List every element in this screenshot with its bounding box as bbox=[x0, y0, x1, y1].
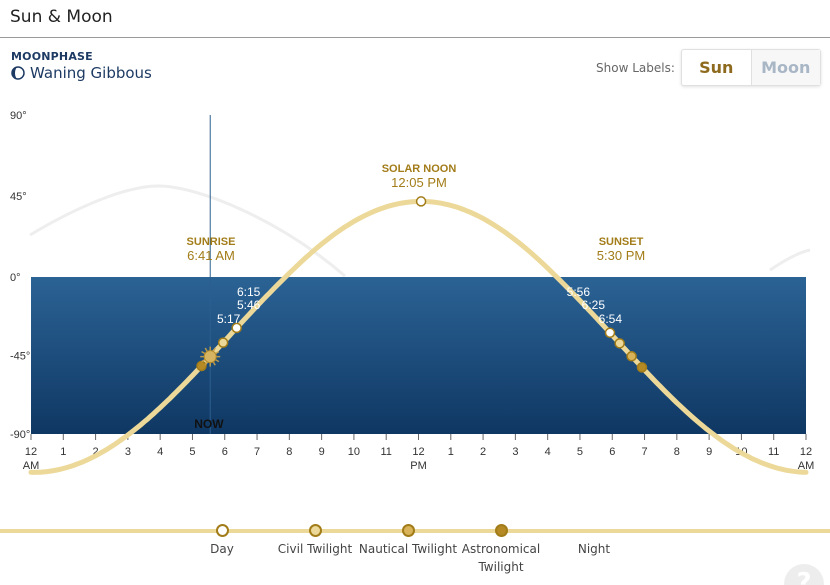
x-tick-label: 6 bbox=[222, 446, 228, 458]
morning-twilight-time: 6:15 bbox=[237, 285, 261, 299]
x-tick-label: 2 bbox=[480, 446, 486, 458]
morning-twilight-time: 5:17 bbox=[217, 312, 241, 326]
legend-label: Nautical Twilight bbox=[358, 542, 458, 556]
below-horizon-area bbox=[31, 277, 806, 434]
evening-twilight-marker bbox=[604, 327, 616, 339]
x-tick-label: 12 bbox=[25, 446, 37, 458]
x-tick-label: 2 bbox=[93, 446, 99, 458]
solar-noon-title: SOLAR NOON bbox=[382, 163, 457, 175]
legend-dot bbox=[215, 524, 229, 537]
x-tick-label: 9 bbox=[319, 446, 325, 458]
x-tick-label: 5 bbox=[577, 446, 583, 458]
moon-path-arc-right bbox=[769, 248, 811, 272]
moonphase-text: Waning Gibbous bbox=[30, 64, 152, 82]
x-tick-label: 5 bbox=[189, 446, 195, 458]
sunset-time: 5:30 PM bbox=[597, 248, 645, 263]
x-tick-label: 3 bbox=[125, 446, 131, 458]
x-tick-label: 8 bbox=[286, 446, 292, 458]
moonphase-panel: MOONPHASE Waning Gibbous bbox=[11, 50, 152, 82]
x-tick-label: 11 bbox=[768, 446, 779, 458]
morning-twilight-marker bbox=[196, 360, 207, 372]
x-tick-label: 9 bbox=[706, 446, 712, 458]
moonphase-label: MOONPHASE bbox=[11, 50, 93, 63]
morning-twilight-time: 5:46 bbox=[237, 298, 261, 312]
legend-label: Night bbox=[577, 542, 611, 556]
label-toggle: Sun Moon bbox=[681, 49, 821, 86]
y-tick-label: 0° bbox=[10, 272, 21, 284]
morning-twilight-marker bbox=[231, 322, 242, 334]
y-tick-label: 45° bbox=[10, 191, 27, 203]
legend-dot bbox=[308, 524, 322, 537]
sunrise-time: 6:41 AM bbox=[187, 248, 235, 263]
evening-twilight-time: 5:56 bbox=[567, 285, 591, 299]
current-sun-icon bbox=[203, 350, 217, 364]
sunset-title: SUNSET bbox=[599, 236, 644, 248]
solar-noon-time: 12:05 PM bbox=[391, 175, 447, 190]
x-tick-label: 7 bbox=[254, 446, 260, 458]
morning-twilight-marker bbox=[217, 337, 229, 348]
x-tick-sublabel: PM bbox=[410, 460, 427, 472]
evening-twilight-marker bbox=[636, 362, 648, 373]
moon-phase-icon bbox=[11, 66, 25, 80]
help-button[interactable]: ? bbox=[784, 564, 824, 585]
x-tick-label: 1 bbox=[448, 446, 454, 458]
header: Sun & Moon bbox=[0, 0, 830, 38]
legend-label: Astronomical Twilight bbox=[461, 542, 541, 574]
legend-dot bbox=[401, 524, 415, 537]
evening-twilight-marker bbox=[614, 338, 625, 349]
legend-dot bbox=[494, 524, 508, 537]
now-label: NOW bbox=[194, 417, 224, 431]
evening-twilight-time: 6:54 bbox=[599, 312, 623, 326]
x-tick-label: 10 bbox=[348, 446, 360, 458]
x-tick-sublabel: AM bbox=[23, 460, 40, 472]
solar-noon-marker bbox=[415, 196, 427, 207]
x-tick-label: 7 bbox=[641, 446, 647, 458]
sun-toggle-button[interactable]: Sun bbox=[682, 50, 752, 85]
legend-label: Day bbox=[210, 542, 234, 556]
x-tick-label: 4 bbox=[545, 446, 551, 458]
moon-toggle-button[interactable]: Moon bbox=[751, 50, 820, 85]
moonphase-value-row: Waning Gibbous bbox=[11, 64, 152, 82]
x-tick-label: 1 bbox=[60, 446, 66, 458]
sunrise-title: SUNRISE bbox=[187, 236, 236, 248]
legend-line bbox=[0, 529, 830, 533]
x-tick-label: 12 bbox=[412, 446, 424, 458]
evening-twilight-time: 6:25 bbox=[582, 298, 606, 312]
x-tick-label: 8 bbox=[674, 446, 680, 458]
y-tick-label: 90° bbox=[10, 110, 27, 122]
show-labels-text: Show Labels: bbox=[596, 61, 675, 75]
x-tick-label: 11 bbox=[380, 446, 391, 458]
x-tick-sublabel: AM bbox=[798, 460, 815, 472]
moon-path-arc bbox=[29, 184, 346, 278]
y-tick-label: -45° bbox=[10, 351, 30, 363]
page-title: Sun & Moon bbox=[10, 7, 113, 27]
legend-label: Civil Twilight bbox=[277, 542, 353, 556]
x-tick-label: 12 bbox=[800, 446, 812, 458]
evening-twilight-marker bbox=[626, 351, 637, 362]
x-tick-label: 4 bbox=[157, 446, 163, 458]
y-tick-label: -90° bbox=[10, 429, 30, 441]
x-tick-label: 3 bbox=[512, 446, 518, 458]
x-tick-label: 6 bbox=[609, 446, 615, 458]
